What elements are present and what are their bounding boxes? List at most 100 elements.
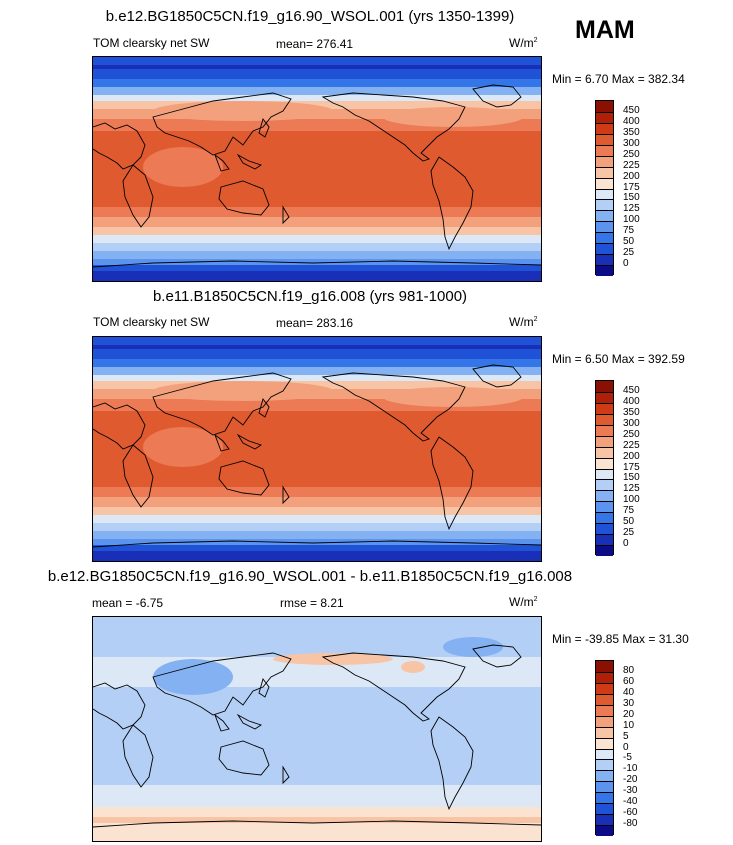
- coastline: [430, 156, 474, 251]
- map-patch: [143, 427, 223, 467]
- colorbar-tick-label: -10: [623, 763, 638, 775]
- coastline: [152, 652, 292, 716]
- map-band: [93, 207, 541, 217]
- map-band: [93, 523, 541, 531]
- map-band: [93, 551, 541, 561]
- coastline: [258, 118, 270, 138]
- colorbar-tick-label: 150: [623, 472, 640, 484]
- coastline: [152, 92, 292, 156]
- season-label: MAM: [575, 16, 635, 44]
- coastline: [218, 460, 270, 496]
- panel2-variable-label: TOM clearsky net SW: [93, 315, 210, 329]
- coastline: [218, 180, 270, 216]
- coastline: [236, 433, 263, 450]
- coastline: [321, 92, 466, 162]
- colorbar-cell: [596, 166, 613, 178]
- colorbar-cell: [596, 715, 613, 727]
- coastline: [236, 153, 263, 170]
- colorbar-cell: [596, 490, 613, 502]
- colorbar-tick-label: 350: [623, 126, 640, 138]
- panel2-title: b.e11.B1850C5CN.f19_g16.008 (yrs 981-100…: [152, 288, 468, 305]
- colorbar-cell: [596, 748, 613, 760]
- map-band: [93, 227, 541, 235]
- colorbar-tick-label: 300: [623, 137, 640, 149]
- colorbar-tick-label: 5: [623, 730, 629, 742]
- colorbar-tick-label: 150: [623, 192, 640, 204]
- coastline: [472, 644, 522, 668]
- colorbar-tick-label: 20: [623, 708, 635, 720]
- map-band: [93, 87, 541, 95]
- colorbar-cell: [596, 101, 613, 112]
- map-patch: [401, 661, 425, 673]
- map-band: [93, 531, 541, 539]
- colorbar-tick-label: 75: [623, 225, 635, 237]
- map-band: [93, 515, 541, 523]
- colorbar-tick-label: 450: [623, 384, 640, 396]
- coastline: [214, 153, 230, 172]
- colorbar-cell: [596, 188, 613, 200]
- colorbar-tick-label: -20: [623, 774, 638, 786]
- colorbar-cell: [596, 413, 613, 425]
- coastline: [321, 652, 466, 722]
- colorbar-cell: [596, 682, 613, 694]
- coastline: [258, 678, 270, 698]
- map-patch: [143, 147, 223, 187]
- map-patch: [273, 653, 393, 665]
- colorbar-tick-label: 350: [623, 406, 640, 418]
- map-band: [93, 757, 541, 785]
- colorbar-tick-label: 250: [623, 148, 640, 160]
- coastline: [122, 164, 154, 228]
- colorbar-tick-label: 30: [623, 697, 635, 709]
- coastline: [214, 433, 230, 452]
- colorbar-tick-label: 25: [623, 247, 635, 259]
- map-band: [93, 807, 541, 817]
- colorbar-tick-label: -60: [623, 807, 638, 819]
- panel2-map: [92, 336, 542, 562]
- panel2-map-svg: [93, 337, 541, 561]
- colorbar-cell: [596, 177, 613, 189]
- coastline: [258, 398, 270, 418]
- panel1-title: b.e12.BG1850C5CN.f19_g16.90_WSOL.001 (yr…: [105, 8, 515, 25]
- colorbar-tick-label: 125: [623, 483, 640, 495]
- colorbar-tick-label: 250: [623, 428, 640, 440]
- colorbar-cell: [596, 704, 613, 716]
- colorbar-cell: [596, 803, 613, 815]
- colorbar-tick-label: 60: [623, 675, 635, 687]
- colorbar-tick-label: 200: [623, 450, 640, 462]
- map-patch: [383, 387, 523, 407]
- colorbar-cell: [596, 501, 613, 513]
- colorbar-tick-label: -80: [623, 818, 638, 830]
- colorbar-cell: [596, 221, 613, 233]
- colorbar-tick-label: 75: [623, 505, 635, 517]
- colorbar-cell: [596, 792, 613, 804]
- colorbar-cell: [596, 726, 613, 738]
- map-band: [93, 687, 541, 757]
- map-band: [93, 375, 541, 381]
- coastline: [472, 364, 522, 388]
- map-band: [93, 785, 541, 807]
- colorbar-cell: [596, 243, 613, 255]
- colorbar-cell: [596, 457, 613, 469]
- colorbar-cell: [596, 479, 613, 491]
- colorbar-cell: [596, 446, 613, 458]
- colorbar-tick-label: 125: [623, 203, 640, 215]
- colorbar-cell: [596, 210, 613, 222]
- map-band: [93, 243, 541, 251]
- colorbar-cell: [596, 254, 613, 266]
- colorbar-tick-label: 100: [623, 214, 640, 226]
- map-band: [93, 79, 541, 87]
- map-patch: [153, 659, 233, 695]
- colorbar-cell: [596, 144, 613, 156]
- coastline: [122, 724, 154, 788]
- map-band: [93, 381, 541, 389]
- colorbar-cell: [596, 512, 613, 524]
- coastline: [93, 402, 146, 450]
- coastline: [93, 540, 541, 548]
- colorbar-cell: [596, 402, 613, 414]
- colorbar-tick-label: -5: [623, 752, 632, 764]
- map-band: [93, 817, 541, 823]
- colorbar-cell: [596, 122, 613, 134]
- colorbar-tick-label: 0: [623, 538, 629, 550]
- map-band: [93, 95, 541, 101]
- colorbar-cell: [596, 133, 613, 145]
